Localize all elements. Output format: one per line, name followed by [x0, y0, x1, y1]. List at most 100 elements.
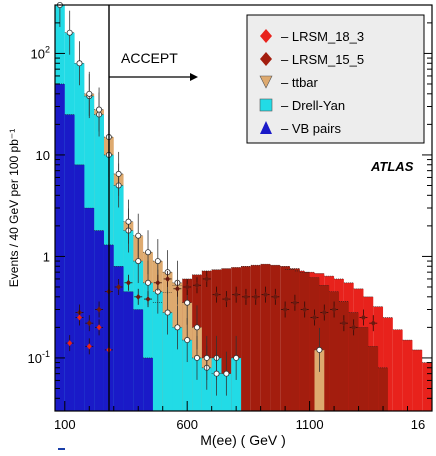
data-point — [174, 285, 180, 292]
data-point — [321, 309, 327, 316]
bar-ttbar — [314, 349, 325, 411]
bar-drell-yan — [231, 357, 242, 411]
bar-lrsm-15-5 — [299, 272, 310, 411]
x-tick-label: 100 — [54, 417, 76, 432]
data-point — [67, 340, 73, 347]
error-marker-drell-yan — [184, 337, 191, 344]
bar-vb-pairs — [74, 164, 85, 411]
cut-marker: ACCEPT — [108, 5, 198, 411]
error-marker-ttbar — [96, 106, 103, 113]
data-point — [331, 306, 337, 313]
bar-lrsm-15-5 — [368, 346, 379, 411]
bar-lrsm-15-5 — [241, 266, 251, 411]
legend-label-lrsm-18-3: – LRSM_18_3 — [281, 29, 364, 44]
error-marker-ttbar — [316, 346, 323, 353]
bar-drell-yan — [162, 312, 173, 411]
bar-vb-pairs — [64, 114, 75, 411]
bar-vb-pairs — [84, 208, 95, 411]
bar-lrsm-15-5 — [319, 285, 330, 411]
legend-triangle-ttbar — [259, 75, 273, 89]
bar-lrsm-15-5 — [290, 268, 300, 411]
error-marker-drell-yan — [135, 258, 142, 265]
y-tick-label: 10 — [36, 148, 50, 163]
legend-diamond-lrsm-18-3 — [260, 29, 272, 43]
bar-lrsm-15-5 — [250, 265, 261, 411]
bar-vb-pairs — [143, 357, 153, 411]
bar-lrsm-15-5 — [378, 367, 388, 411]
data-point — [282, 306, 288, 313]
bar-vb-pairs — [55, 83, 65, 411]
data-point — [272, 293, 278, 300]
statistical-markers — [55, 2, 432, 396]
bar-lrsm-15-5 — [221, 268, 232, 411]
legend-label-drell-yan: – Drell-Yan — [281, 98, 345, 113]
data-point — [86, 343, 92, 350]
error-marker-ttbar — [203, 354, 210, 361]
y-tick-label: 1 — [43, 249, 50, 264]
bar-lrsm-15-5 — [348, 312, 359, 411]
error-marker-ttbar — [115, 170, 122, 177]
data-point — [135, 293, 141, 300]
x-axis-label: M(ee) ( GeV ) — [200, 432, 286, 448]
error-marker-ttbar — [86, 90, 93, 97]
x-tick-label: 1100 — [296, 417, 324, 432]
bar-lrsm-18-3 — [383, 317, 393, 411]
legend-label-ttbar: – ttbar — [281, 75, 319, 90]
bar-vb-pairs — [123, 291, 134, 411]
data-point — [223, 296, 229, 303]
data-point — [204, 275, 210, 282]
data-point — [125, 279, 131, 286]
bar-drell-yan — [152, 291, 163, 411]
bar-lrsm-15-5 — [329, 291, 339, 411]
bar-lrsm-18-3 — [422, 362, 432, 411]
data-point — [116, 283, 122, 290]
error-marker-drell-yan — [193, 354, 200, 361]
data-point — [165, 275, 171, 282]
error-marker-ttbar — [213, 370, 220, 377]
experiment-label: ATLAS — [370, 159, 414, 174]
error-marker-drell-yan — [233, 354, 240, 361]
legend-box — [246, 14, 425, 144]
error-marker-ttbar — [145, 249, 152, 256]
error-marker-ttbar — [125, 218, 132, 225]
data-point — [360, 314, 366, 321]
data-point — [96, 324, 102, 331]
bar-lrsm-15-5 — [309, 277, 320, 411]
error-marker-drell-yan — [66, 29, 73, 36]
data-point — [96, 306, 102, 313]
bar-lrsm-15-5 — [358, 327, 369, 411]
error-marker-ttbar — [154, 258, 161, 265]
data-point — [145, 296, 151, 303]
error-marker-drell-yan — [223, 370, 230, 377]
data-point — [155, 279, 161, 286]
data-point — [263, 291, 269, 298]
data-point — [184, 283, 190, 290]
legend-diamond-lrsm-15-5 — [260, 52, 272, 66]
legend-label-lrsm-15-5: – LRSM_15_5 — [281, 52, 364, 67]
bar-lrsm-18-3 — [412, 349, 423, 411]
bar-drell-yan — [143, 282, 153, 411]
legend-triangle-vb-pairs — [260, 121, 272, 134]
error-marker-drell-yan — [76, 60, 83, 67]
data-point — [214, 291, 220, 298]
data-point — [341, 320, 347, 327]
data-point — [86, 320, 92, 327]
bar-lrsm-18-3 — [373, 306, 384, 411]
legend: – LRSM_18_3 – LRSM_15_5 – ttbar – Drell-Yan… — [246, 14, 425, 144]
data-point — [233, 291, 239, 298]
bar-drell-yan — [172, 327, 183, 411]
y-axis-label: Events / 40 GeV per 100 pb⁻¹ — [7, 129, 21, 287]
cut-label: ACCEPT — [121, 50, 178, 66]
cut-arrow-head — [190, 73, 198, 81]
bar-lrsm-15-5 — [280, 266, 291, 411]
data-point — [76, 314, 82, 321]
data-point — [292, 299, 298, 306]
y-tick-label: 10-1 — [28, 349, 50, 366]
axes: 100 600 1100 16 10-1 1 10 102 — [28, 4, 433, 432]
error-marker-drell-yan — [174, 324, 181, 331]
bottom-edge-mark — [58, 448, 65, 450]
data-point — [302, 306, 308, 313]
data-point — [370, 320, 376, 327]
bar-lrsm-18-3 — [402, 340, 413, 411]
